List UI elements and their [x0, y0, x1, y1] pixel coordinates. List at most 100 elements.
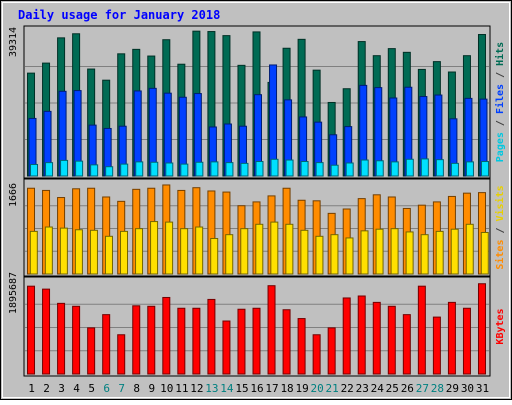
legend-entry: /	[495, 221, 506, 239]
legend-entry: Files	[494, 84, 506, 114]
bar-pages-day-26	[405, 158, 414, 177]
bar-kbytes-day-31	[477, 283, 486, 375]
bar-pages-day-28	[435, 159, 444, 177]
bar-pages-day-9	[150, 161, 159, 177]
bar-visits-day-16	[255, 223, 264, 275]
bar-visits-day-1	[29, 230, 38, 275]
x-tick-label-day-27: 27	[416, 382, 429, 395]
bar-kbytes-day-27	[417, 285, 426, 375]
bar-kbytes-day-23	[357, 295, 366, 375]
x-tick-label-day-12: 12	[190, 382, 203, 395]
bar-visits-day-27	[420, 234, 429, 275]
legend-entry: Sites	[494, 240, 506, 270]
legend-entry: Visits	[494, 185, 506, 221]
bar-kbytes-day-14	[222, 320, 231, 375]
bar-pages-day-2	[45, 162, 54, 177]
bar-pages-day-3	[60, 159, 69, 177]
x-tick-label-day-29: 29	[446, 382, 459, 395]
x-tick-label-day-15: 15	[235, 382, 248, 395]
bar-visits-day-8	[135, 228, 144, 275]
bar-visits-day-30	[465, 223, 474, 275]
bar-visits-day-17	[270, 221, 279, 275]
bar-pages-day-19	[300, 161, 309, 177]
bar-pages-day-27	[420, 158, 429, 177]
x-tick-label-day-16: 16	[250, 382, 263, 395]
bar-kbytes-day-18	[282, 309, 291, 375]
bar-visits-day-4	[74, 229, 83, 275]
bar-visits-day-11	[180, 228, 189, 275]
bar-visits-day-19	[300, 229, 309, 275]
bar-visits-day-9	[150, 221, 159, 275]
legend-entry: Pages	[495, 132, 506, 162]
bar-visits-day-15	[240, 228, 249, 275]
x-tick-label-day-11: 11	[175, 382, 188, 395]
bar-pages-day-29	[450, 162, 459, 177]
bar-pages-day-30	[465, 161, 474, 177]
bar-visits-day-18	[285, 223, 294, 275]
bar-kbytes-day-12	[192, 307, 201, 375]
max-value-label: 1666	[8, 183, 19, 207]
bar-kbytes-day-7	[117, 334, 126, 375]
bar-pages-day-31	[480, 161, 489, 177]
x-tick-label-day-3: 3	[58, 382, 65, 395]
series-legend: Pages / Files / Hits	[494, 42, 506, 162]
bar-pages-day-13	[210, 161, 219, 177]
bar-kbytes-day-24	[372, 301, 381, 375]
bar-pages-day-8	[135, 161, 144, 177]
bar-kbytes-day-2	[42, 288, 51, 375]
legend-entry: /	[495, 114, 506, 132]
chart-panels: 39314 Pages / Files / Hits 1666 Sites / Vis…	[8, 25, 506, 377]
bar-visits-day-31	[480, 231, 489, 275]
bar-kbytes-day-4	[72, 305, 81, 375]
bar-pages-day-6	[105, 166, 114, 177]
x-tick-label-day-9: 9	[148, 382, 155, 395]
bar-pages-day-25	[390, 161, 399, 177]
series-pages	[30, 158, 489, 177]
bar-kbytes-day-8	[132, 305, 141, 375]
bar-kbytes-day-21	[327, 327, 336, 375]
series-visits	[29, 221, 489, 275]
bar-visits-day-14	[225, 234, 234, 275]
x-tick-label-day-30: 30	[461, 382, 474, 395]
bar-kbytes-day-5	[87, 327, 96, 375]
bar-kbytes-day-11	[177, 307, 186, 375]
x-tick-label-day-28: 28	[431, 382, 444, 395]
x-tick-label-day-24: 24	[371, 382, 385, 395]
bar-kbytes-day-22	[342, 297, 351, 375]
legend-entry: Hits	[494, 42, 506, 66]
bar-kbytes-day-25	[387, 305, 396, 375]
bar-pages-day-23	[360, 159, 369, 177]
x-tick-label-day-20: 20	[311, 382, 324, 395]
bar-visits-day-25	[390, 228, 399, 275]
bar-pages-day-15	[240, 162, 249, 177]
bar-pages-day-7	[120, 163, 129, 177]
bar-kbytes-day-1	[27, 285, 36, 375]
bar-visits-day-10	[165, 221, 174, 275]
x-tick-label-day-31: 31	[476, 382, 489, 395]
x-tick-label-day-21: 21	[326, 382, 339, 395]
legend-entry: /	[495, 66, 506, 84]
bar-pages-day-14	[225, 162, 234, 177]
series-legend: KBytes	[495, 308, 506, 344]
bar-visits-day-28	[435, 230, 444, 275]
x-tick-label-day-2: 2	[43, 382, 50, 395]
bar-pages-day-21	[330, 164, 339, 177]
x-tick-label-day-18: 18	[280, 382, 293, 395]
x-tick-label-day-5: 5	[88, 382, 95, 395]
outer-bevel	[2, 2, 510, 398]
max-value-label: 1895687	[8, 272, 19, 314]
bar-kbytes-day-29	[447, 301, 456, 375]
bar-pages-day-5	[90, 164, 99, 177]
series-kbytes	[27, 283, 486, 375]
panel-hits_files_pages: 39314 Pages / Files / Hits	[8, 25, 506, 179]
bar-visits-day-2	[44, 226, 53, 275]
x-tick-label-day-19: 19	[295, 382, 308, 395]
bar-visits-day-23	[360, 230, 369, 275]
series-legend: Sites / Visits	[494, 185, 506, 269]
bar-visits-day-20	[315, 235, 324, 275]
x-tick-label-day-6: 6	[103, 382, 110, 395]
bar-visits-day-24	[375, 228, 384, 275]
bar-kbytes-day-28	[432, 316, 441, 375]
